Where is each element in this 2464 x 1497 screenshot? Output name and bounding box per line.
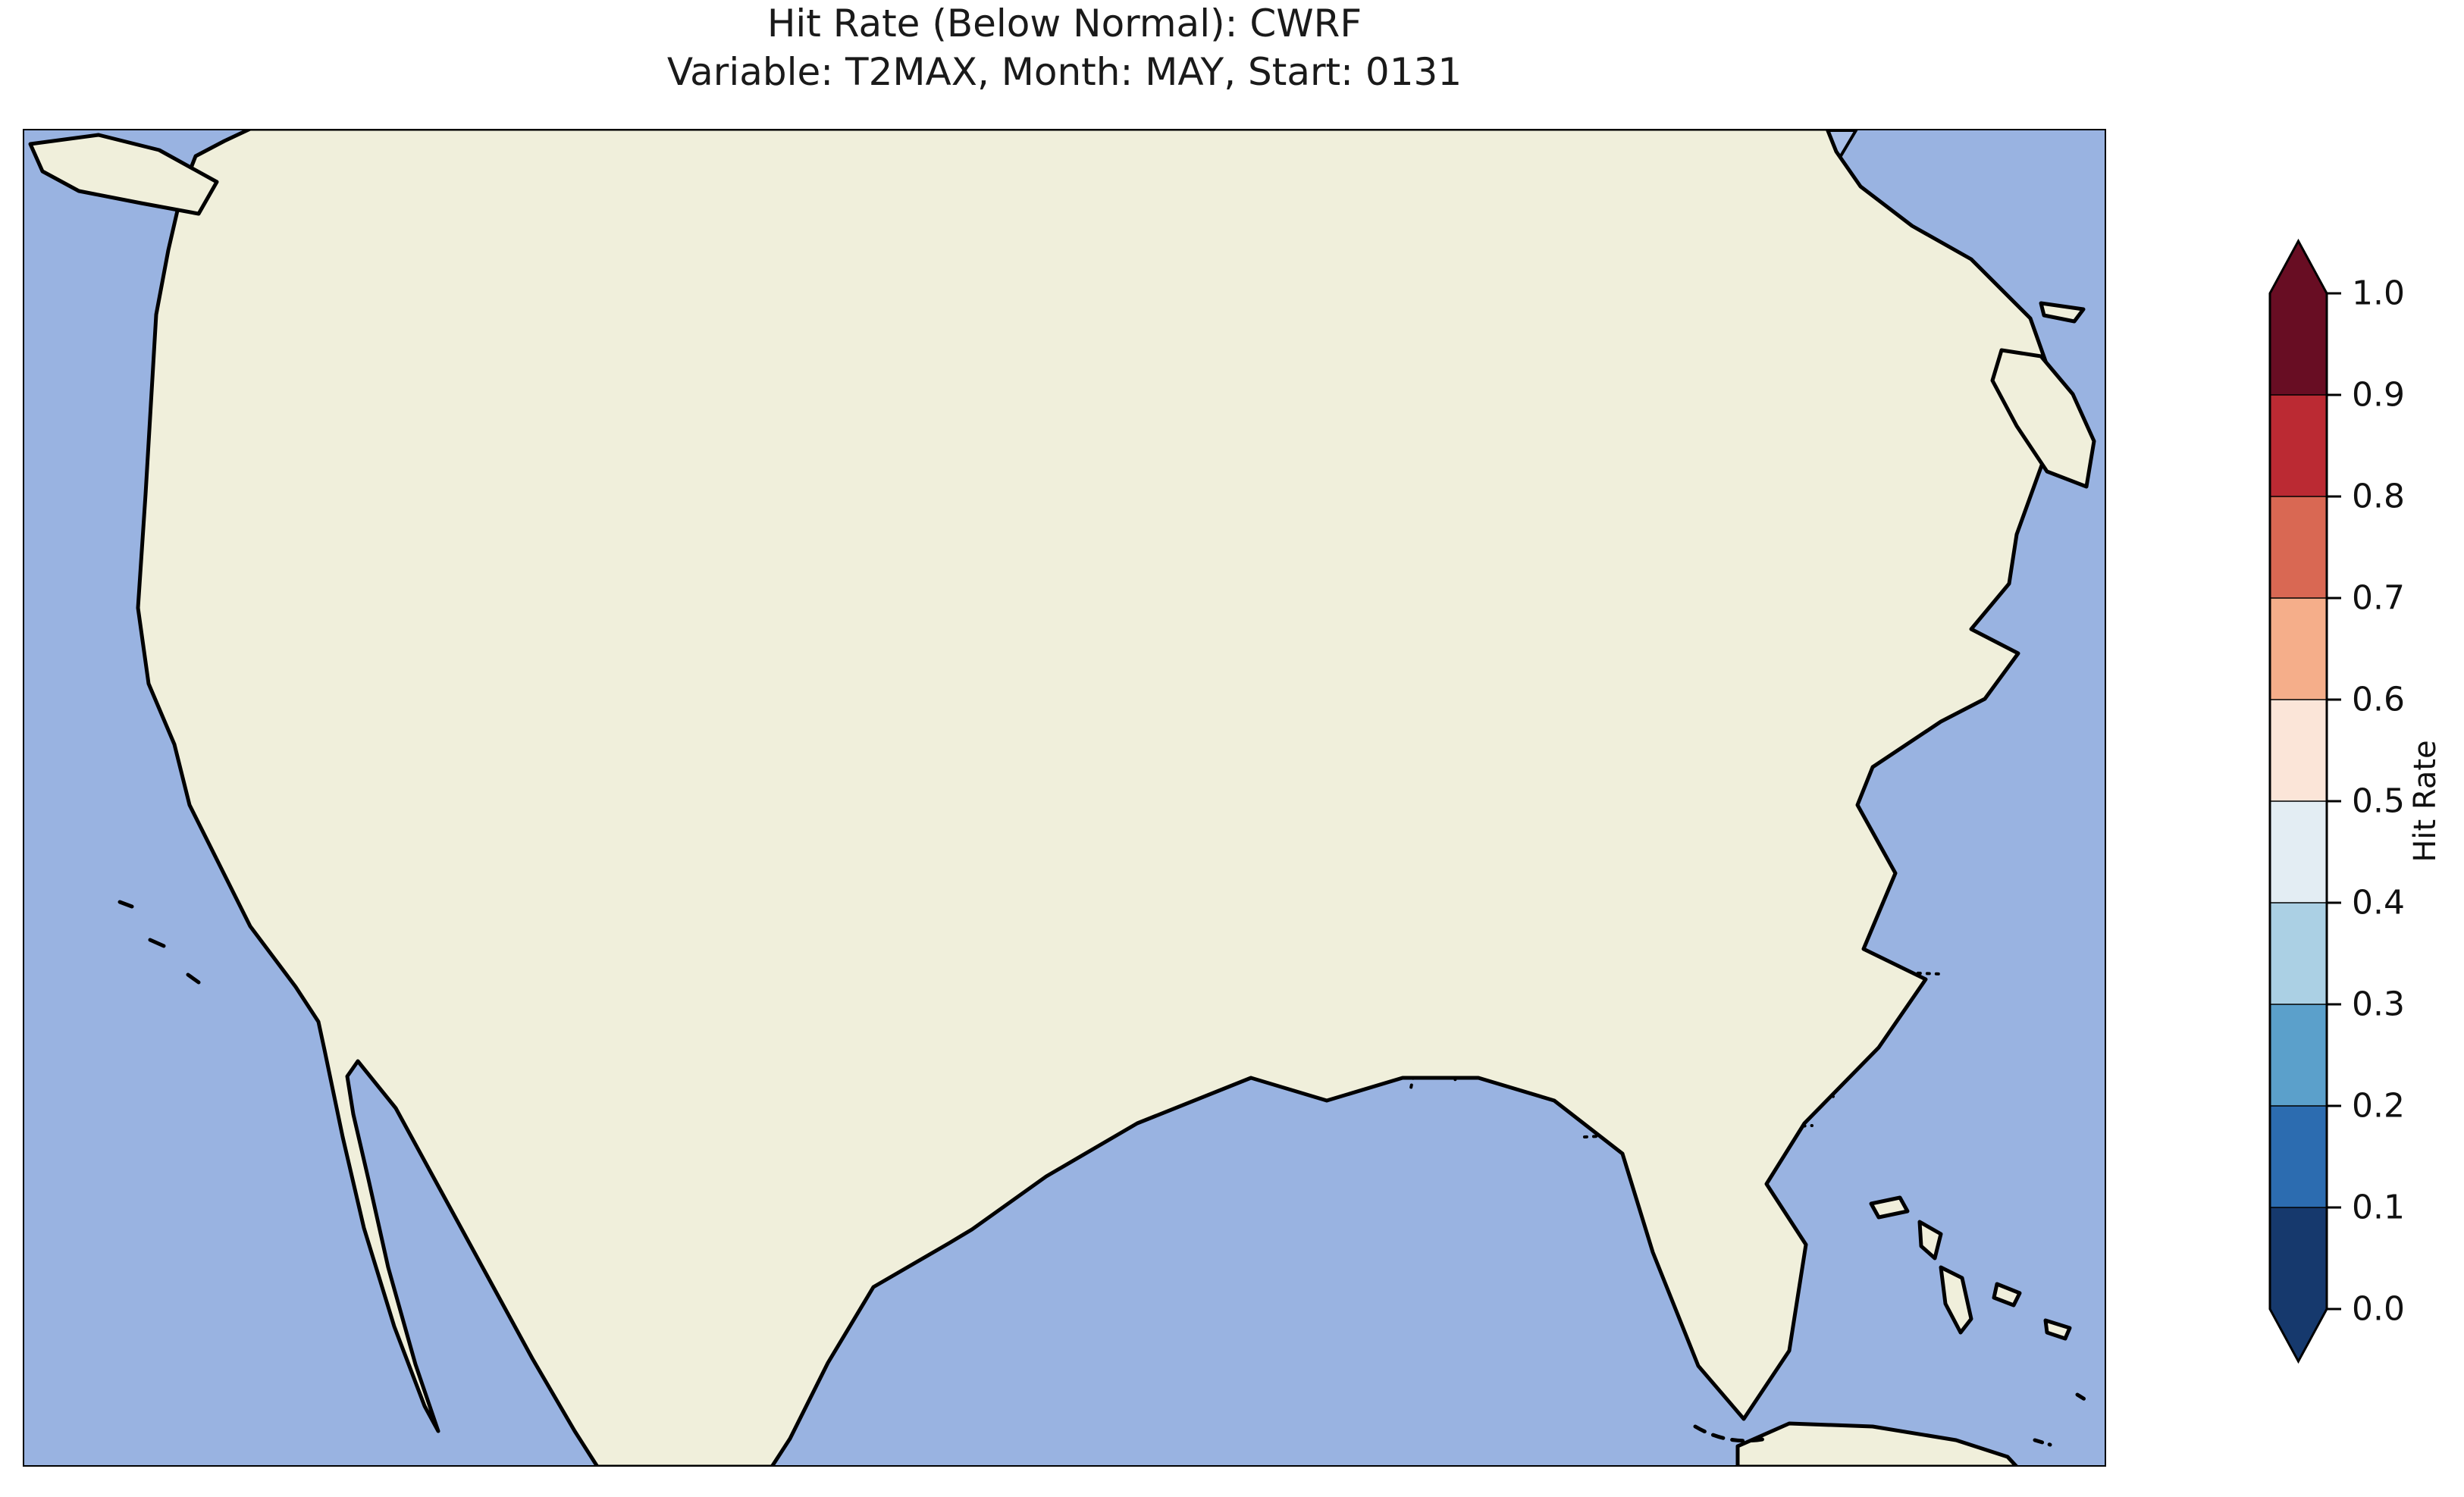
tick-label: 0.7 xyxy=(2352,579,2405,618)
tick-label: 0.8 xyxy=(2352,478,2405,516)
colorbar-over-arrow xyxy=(2270,241,2327,293)
channel-islands xyxy=(118,900,201,985)
colorbar-dividers xyxy=(2270,394,2327,1208)
colorbar-bin-0.1-0.2 xyxy=(2270,1106,2327,1207)
bahamas-island xyxy=(1917,1220,1943,1261)
colorbar: 0.0 0.1 0.2 0.3 0.4 0.5 0.6 0.7 0.8 0.9 … xyxy=(2268,238,2443,1364)
tick-label: 0.9 xyxy=(2352,376,2405,415)
chart-title-line2: Variable: T2MAX, Month: MAY, Start: 0131 xyxy=(667,50,1462,94)
florida-keys xyxy=(1693,1424,1769,1443)
colorbar-bin-0.4-0.5 xyxy=(2270,801,2327,903)
colorbar-bin-0.9-1.0 xyxy=(2270,293,2327,395)
tick-label: 0.6 xyxy=(2352,681,2405,719)
tick-label: 1.0 xyxy=(2352,274,2405,313)
colorbar-bin-0.0-0.1 xyxy=(2270,1207,2327,1309)
map-panel xyxy=(23,129,2106,1467)
colorbar-bin-0.5-0.6 xyxy=(2270,700,2327,801)
islands xyxy=(28,133,2096,1467)
cay-marks xyxy=(2033,1392,2092,1447)
colorbar-segments xyxy=(2270,293,2327,1309)
bahamas-island xyxy=(2043,1318,2072,1341)
cuba xyxy=(1735,1421,2019,1467)
vancouver-island xyxy=(28,133,219,216)
colorbar-bin-0.7-0.8 xyxy=(2270,496,2327,598)
andros-island xyxy=(1939,1265,1973,1335)
bahamas-island xyxy=(1869,1195,1910,1220)
colorbar-bin-0.6-0.7 xyxy=(2270,598,2327,700)
bahamas-island xyxy=(1992,1282,2022,1308)
colorbar-under-arrow xyxy=(2270,1309,2327,1361)
tick-label: 0.3 xyxy=(2352,985,2405,1024)
colorbar-axis-label: Hit Rate xyxy=(2408,740,2443,862)
nova-scotia xyxy=(1990,348,2096,489)
colorbar-ticks xyxy=(2327,292,2341,1311)
gulf-of-st-lawrence xyxy=(1835,129,2106,356)
tick-label: 0.2 xyxy=(2352,1087,2405,1126)
chart-title-line1: Hit Rate (Below Normal): CWRF xyxy=(767,2,1362,45)
tick-label: 0.4 xyxy=(2352,884,2405,922)
tick-label: 0.0 xyxy=(2352,1290,2405,1329)
colorbar-bin-0.3-0.4 xyxy=(2270,903,2327,1004)
colorbar-bin-0.8-0.9 xyxy=(2270,395,2327,496)
tick-label: 0.5 xyxy=(2352,782,2405,821)
small-coast-marks xyxy=(118,900,2092,1447)
tick-label: 0.1 xyxy=(2352,1189,2405,1227)
colorbar-tick-labels: 0.0 0.1 0.2 0.3 0.4 0.5 0.6 0.7 0.8 0.9 … xyxy=(2352,274,2405,1329)
prince-edward-island xyxy=(2039,301,2086,324)
colorbar-bin-0.2-0.3 xyxy=(2270,1004,2327,1106)
